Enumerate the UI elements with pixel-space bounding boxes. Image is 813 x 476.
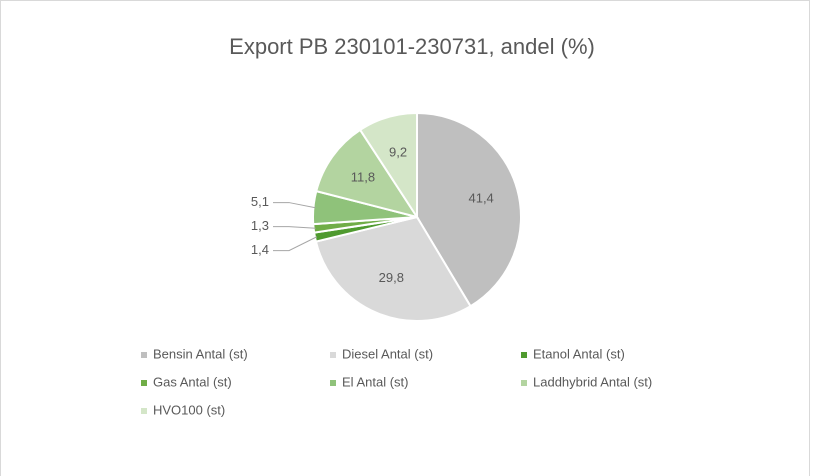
legend-marker: [141, 380, 147, 386]
leader-line: [273, 202, 316, 209]
legend-label: Etanol Antal (st): [533, 346, 625, 361]
data-label: 1,3: [251, 218, 269, 233]
legend-marker: [330, 352, 336, 358]
chart-title: Export PB 230101-230731, andel (%): [229, 34, 595, 59]
legend-marker: [141, 408, 147, 414]
data-label: 5,1: [251, 194, 269, 209]
legend-label: Laddhybrid Antal (st): [533, 374, 652, 389]
pie-slice: [358, 111, 418, 221]
data-label: 9,2: [389, 145, 407, 160]
legend-marker: [141, 352, 147, 358]
legend-marker: [521, 380, 527, 386]
data-label: 41,4: [468, 191, 493, 206]
data-label: 29,8: [379, 270, 404, 285]
pie-slice: [315, 128, 420, 219]
pie-slice: [416, 111, 522, 308]
legend-label: Diesel Antal (st): [342, 346, 433, 361]
legend-label: HVO100 (st): [153, 402, 225, 417]
legend-label: Gas Antal (st): [153, 374, 232, 389]
legend-label: Bensin Antal (st): [153, 346, 248, 361]
leader-line: [273, 226, 316, 229]
leader-line: [273, 236, 318, 252]
legend-marker: [330, 380, 336, 386]
data-label: 1,4: [251, 242, 269, 257]
pie-slice: [314, 215, 472, 322]
legend-label: El Antal (st): [342, 374, 408, 389]
data-label: 11,8: [351, 170, 375, 185]
legend-marker: [521, 352, 527, 358]
